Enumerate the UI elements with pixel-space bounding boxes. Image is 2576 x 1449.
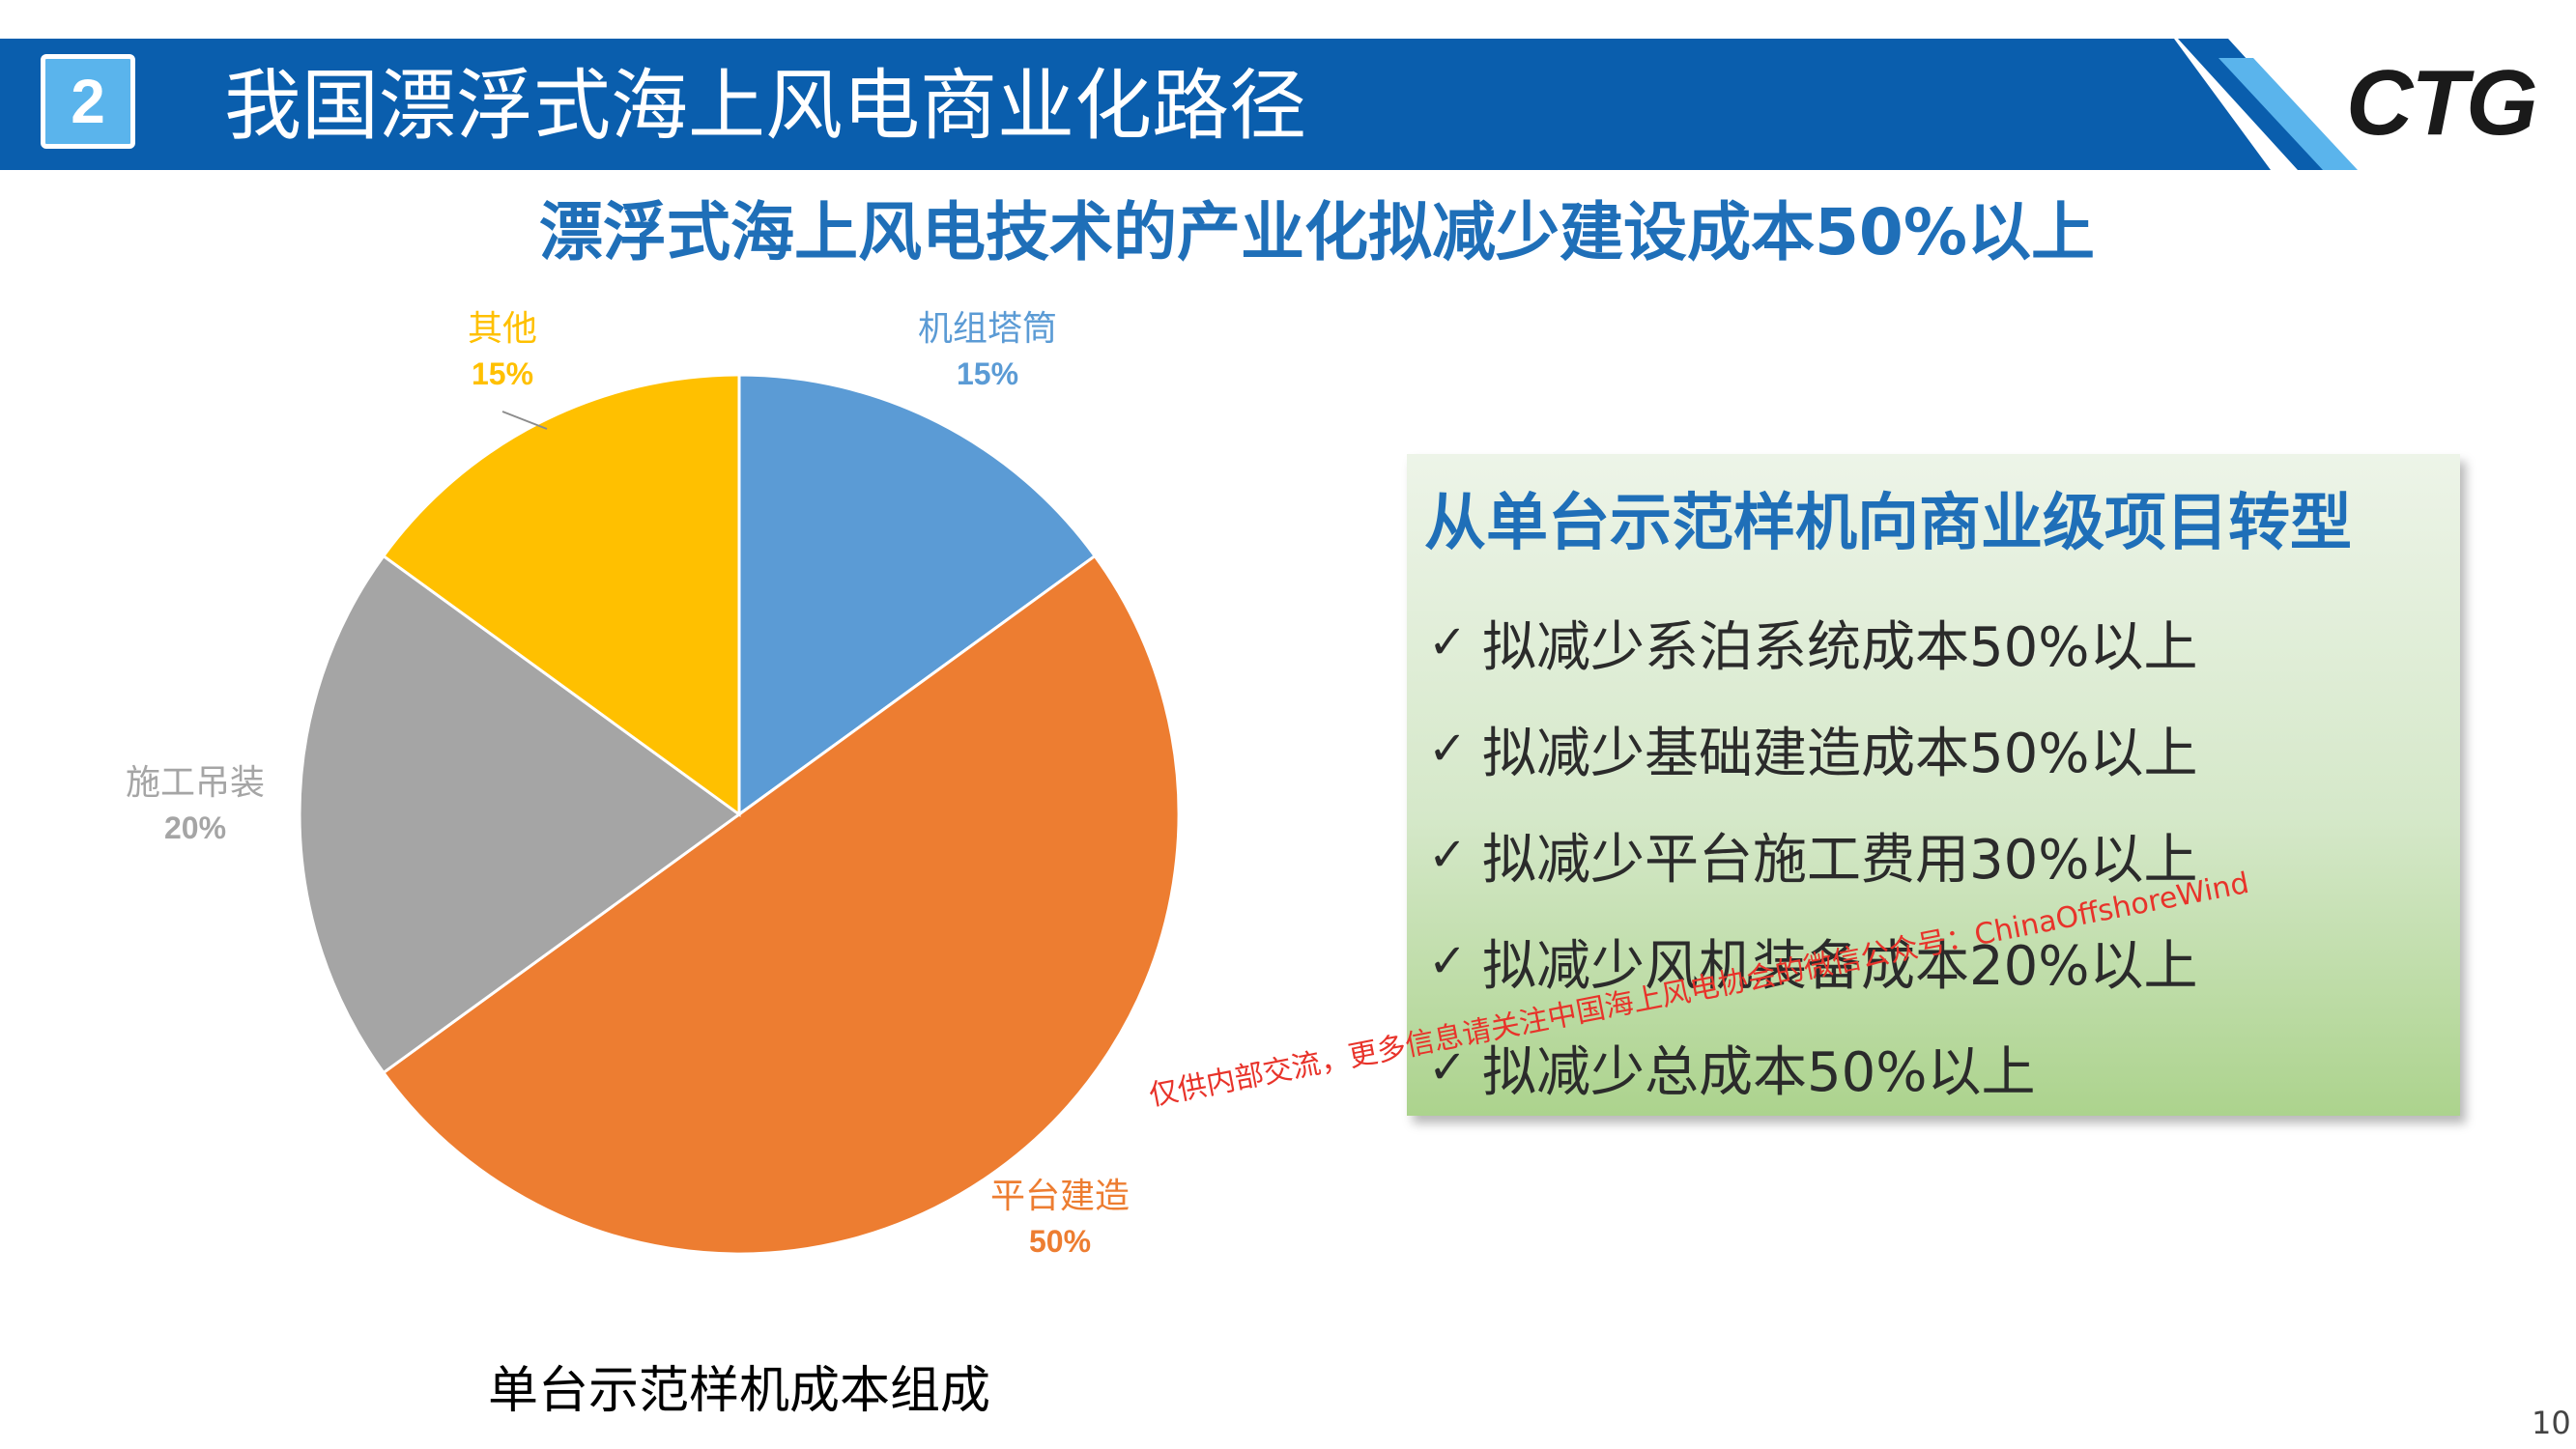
slice-name-label: 平台建造	[990, 1177, 1130, 1216]
slice-value-label: 50%	[1029, 1224, 1091, 1259]
title-bar-stripe-light	[2218, 58, 2358, 170]
list-item: ✓ 拟减少基础建造成本50%以上	[1428, 696, 2197, 802]
check-icon: ✓	[1428, 615, 1468, 669]
title-bar-fill	[0, 39, 2271, 170]
list-item-text: 拟减少总成本50%以上	[1482, 1040, 2036, 1104]
slide-subtitle: 漂浮式海上风电技术的产业化拟减少建设成本50%以上	[539, 195, 2095, 270]
title-bar: 2 我国漂浮式海上风电商业化路径	[0, 39, 2576, 170]
leader-line	[501, 411, 548, 430]
slice-name-label: 机组塔筒	[918, 309, 1057, 349]
pie-slice	[737, 373, 1098, 817]
list-item: ✓ 拟减少风机装备成本20%以上	[1428, 908, 2197, 1014]
list-item-text: 拟减少系泊系统成本50%以上	[1482, 615, 2198, 679]
list-item-text: 拟减少基础建造成本50%以上	[1482, 722, 2198, 785]
check-icon: ✓	[1428, 828, 1468, 882]
page-number: 10	[2532, 1405, 2571, 1441]
pie-slice	[384, 556, 1179, 1254]
slice-name-label: 施工吊装	[126, 763, 265, 803]
section-number-badge: 2	[41, 54, 135, 149]
ctg-logo: CTG	[2346, 51, 2538, 155]
pie-slice	[298, 554, 742, 1075]
pie-slice	[381, 373, 741, 817]
slice-value-label: 15%	[957, 356, 1018, 391]
list-item-text: 拟减少风机装备成本20%以上	[1482, 934, 2198, 998]
check-icon: ✓	[1428, 722, 1468, 776]
list-item: ✓ 拟减少系泊系统成本50%以上	[1428, 589, 2197, 696]
list-item-text: 拟减少平台施工费用30%以上	[1482, 828, 2198, 892]
slice-value-label: 20%	[164, 810, 226, 845]
slice-name-label: 其他	[468, 309, 537, 349]
check-icon: ✓	[1428, 1040, 1468, 1094]
info-box: 从单台示范样机向商业级项目转型 ✓ 拟减少系泊系统成本50%以上 ✓ 拟减少基础建造…	[1407, 454, 2460, 1116]
list-item: ✓ 拟减少平台施工费用30%以上	[1428, 802, 2197, 908]
list-item: ✓ 拟减少总成本50%以上	[1428, 1014, 2197, 1121]
info-box-list: ✓ 拟减少系泊系统成本50%以上 ✓ 拟减少基础建造成本50%以上 ✓ 拟减少平台施工…	[1428, 589, 2197, 1121]
slide-title: 我国漂浮式海上风电商业化路径	[224, 61, 1306, 151]
slice-value-label: 15%	[472, 356, 533, 391]
info-box-title: 从单台示范样机向商业级项目转型	[1424, 488, 2352, 559]
check-icon: ✓	[1428, 934, 1468, 988]
chart-caption: 单台示范样机成本组成	[487, 1362, 990, 1420]
title-bar-background	[0, 39, 2358, 170]
